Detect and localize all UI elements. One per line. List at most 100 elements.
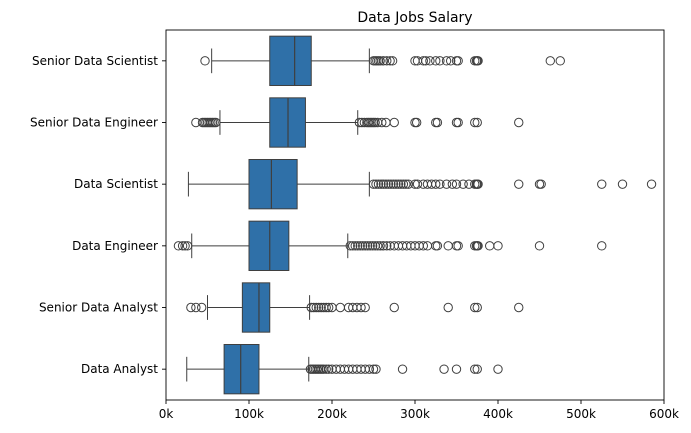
outlier-point: [421, 56, 431, 66]
outlier-point: [354, 117, 365, 128]
outlier-point: [389, 117, 399, 128]
outlier-point: [382, 241, 392, 251]
outlier-point: [368, 364, 379, 374]
outlier-point: [458, 179, 468, 189]
outlier-point: [411, 117, 422, 128]
outlier-point: [378, 56, 389, 66]
x-tick-label: 100k: [234, 407, 264, 421]
y-axis: Senior Data Scientist Senior Data Enginee…: [30, 54, 166, 376]
outlier-point: [646, 179, 657, 189]
x-tick-label: 500k: [566, 407, 596, 421]
y-tick-label: Senior Data Scientist: [32, 54, 158, 68]
outlier-point: [391, 179, 401, 189]
box-group: [173, 220, 607, 272]
box-group: [186, 282, 524, 333]
outlier-point: [353, 241, 363, 251]
iqr-box: [223, 344, 260, 395]
outlier-point: [443, 241, 453, 251]
outlier-point: [377, 117, 387, 128]
outlier-point: [514, 302, 524, 313]
outlier-point: [211, 117, 221, 128]
outlier-point: [403, 179, 414, 189]
x-tick-label: 0k: [159, 407, 174, 421]
outlier-point: [375, 241, 385, 251]
outlier-point: [555, 56, 565, 66]
x-axis: 0k 100k 200k 300k 400k 500k 600k: [159, 400, 679, 421]
x-tick-label: 400k: [483, 407, 513, 421]
outlier-point: [514, 117, 524, 128]
outlier-point: [311, 302, 321, 313]
outlier-point: [393, 179, 404, 189]
outlier-point: [545, 56, 555, 66]
outlier-point: [536, 179, 546, 189]
outlier-point: [401, 179, 411, 189]
outlier-point: [447, 179, 458, 189]
outlier-point: [617, 179, 628, 189]
outlier-point: [418, 56, 428, 66]
outlier-point: [355, 241, 365, 251]
x-tick-label: 200k: [317, 407, 347, 421]
outlier-point: [345, 241, 355, 251]
y-tick-label: Senior Data Engineer: [30, 116, 158, 130]
y-tick-label: Senior Data Analyst: [39, 301, 158, 315]
outlier-point: [453, 56, 463, 66]
outlier-point: [323, 364, 334, 374]
iqr-box: [248, 220, 290, 272]
outlier-point: [425, 56, 435, 66]
outlier-point: [321, 364, 331, 374]
outlier-point: [453, 117, 463, 128]
outlier-point: [473, 179, 483, 189]
outlier-point: [398, 179, 409, 189]
outlier-point: [470, 302, 480, 313]
outlier-point: [177, 241, 188, 251]
outlier-point: [473, 56, 483, 66]
box-group: [191, 97, 524, 148]
outlier-point: [396, 179, 406, 189]
outlier-point: [443, 302, 453, 313]
outlier-point: [358, 241, 368, 251]
outlier-point: [470, 117, 480, 128]
box-group: [187, 159, 657, 210]
y-tick-label: Data Engineer: [72, 239, 158, 253]
outlier-point: [435, 56, 445, 66]
outlier-point: [453, 241, 463, 251]
outlier-point: [365, 241, 375, 251]
outlier-point: [191, 117, 201, 128]
outlier-point: [418, 241, 428, 251]
outlier-point: [445, 56, 456, 66]
outlier-point: [316, 302, 326, 313]
outlier-point: [309, 302, 319, 313]
outlier-point: [173, 241, 184, 251]
outlier-point: [383, 179, 394, 189]
outlier-point: [432, 241, 443, 251]
outlier-point: [321, 302, 331, 313]
outlier-point: [381, 179, 391, 189]
iqr-box: [248, 159, 298, 210]
iqr-box: [241, 282, 271, 333]
outlier-point: [431, 56, 441, 66]
outlier-point: [597, 179, 607, 189]
box-group: [186, 344, 503, 395]
outlier-point: [370, 117, 380, 128]
outlier-point: [485, 241, 495, 251]
y-tick-label: Data Analyst: [81, 362, 158, 376]
outlier-point: [534, 241, 545, 251]
outlier-point: [367, 241, 378, 251]
outlier-point: [389, 302, 399, 313]
chart-title: Data Jobs Salary: [357, 10, 472, 26]
outlier-point: [397, 364, 408, 374]
outlier-point: [493, 241, 503, 251]
outlier-point: [385, 56, 395, 66]
plot-marks: [173, 35, 657, 395]
outlier-point: [335, 302, 345, 313]
outlier-point: [493, 364, 503, 374]
outlier-point: [180, 241, 190, 251]
outlier-point: [439, 364, 449, 374]
box-group: [200, 35, 565, 86]
outlier-point: [470, 364, 480, 374]
outlier-point: [196, 302, 207, 313]
outlier-point: [378, 241, 389, 251]
y-tick-label: Data Scientist: [74, 177, 158, 191]
x-tick-label: 300k: [400, 407, 430, 421]
outlier-point: [473, 241, 483, 251]
